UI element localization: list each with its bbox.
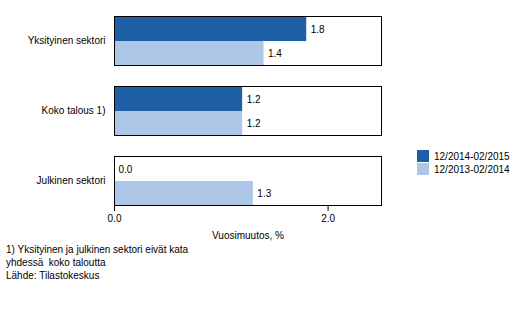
svg-text:Yksityinen sektori: Yksityinen sektori — [28, 35, 106, 46]
svg-text:1.8: 1.8 — [311, 24, 325, 35]
svg-text:Vuosimuutos, %: Vuosimuutos, % — [212, 230, 284, 241]
html-text:Lähde: Tilastokeskus: Lähde: Tilastokeskus — [6, 270, 100, 281]
html-text:12/2014-02/2015: 12/2014-02/2015 — [434, 150, 510, 162]
svg-text:1.2: 1.2 — [247, 94, 261, 105]
svg-text:Koko talous 1): Koko talous 1) — [42, 105, 106, 116]
svg-text:1.3: 1.3 — [257, 188, 271, 199]
svg-text:1.4: 1.4 — [268, 48, 282, 59]
svg-text:1.2: 1.2 — [247, 118, 261, 129]
svg-text:0.0: 0.0 — [119, 164, 133, 175]
svg-text:0.0: 0.0 — [108, 213, 122, 224]
svg-text:Julkinen sektori: Julkinen sektori — [37, 175, 106, 186]
html-text:12/2013-02/2014: 12/2013-02/2014 — [434, 163, 510, 175]
html-text:yhdessä koko taloutta: yhdessä koko taloutta — [6, 257, 106, 268]
svg-text:2.0: 2.0 — [321, 213, 335, 224]
html-text:1) Yksityinen ja julkinen sekt: 1) Yksityinen ja julkinen sektori eivät … — [6, 244, 189, 255]
